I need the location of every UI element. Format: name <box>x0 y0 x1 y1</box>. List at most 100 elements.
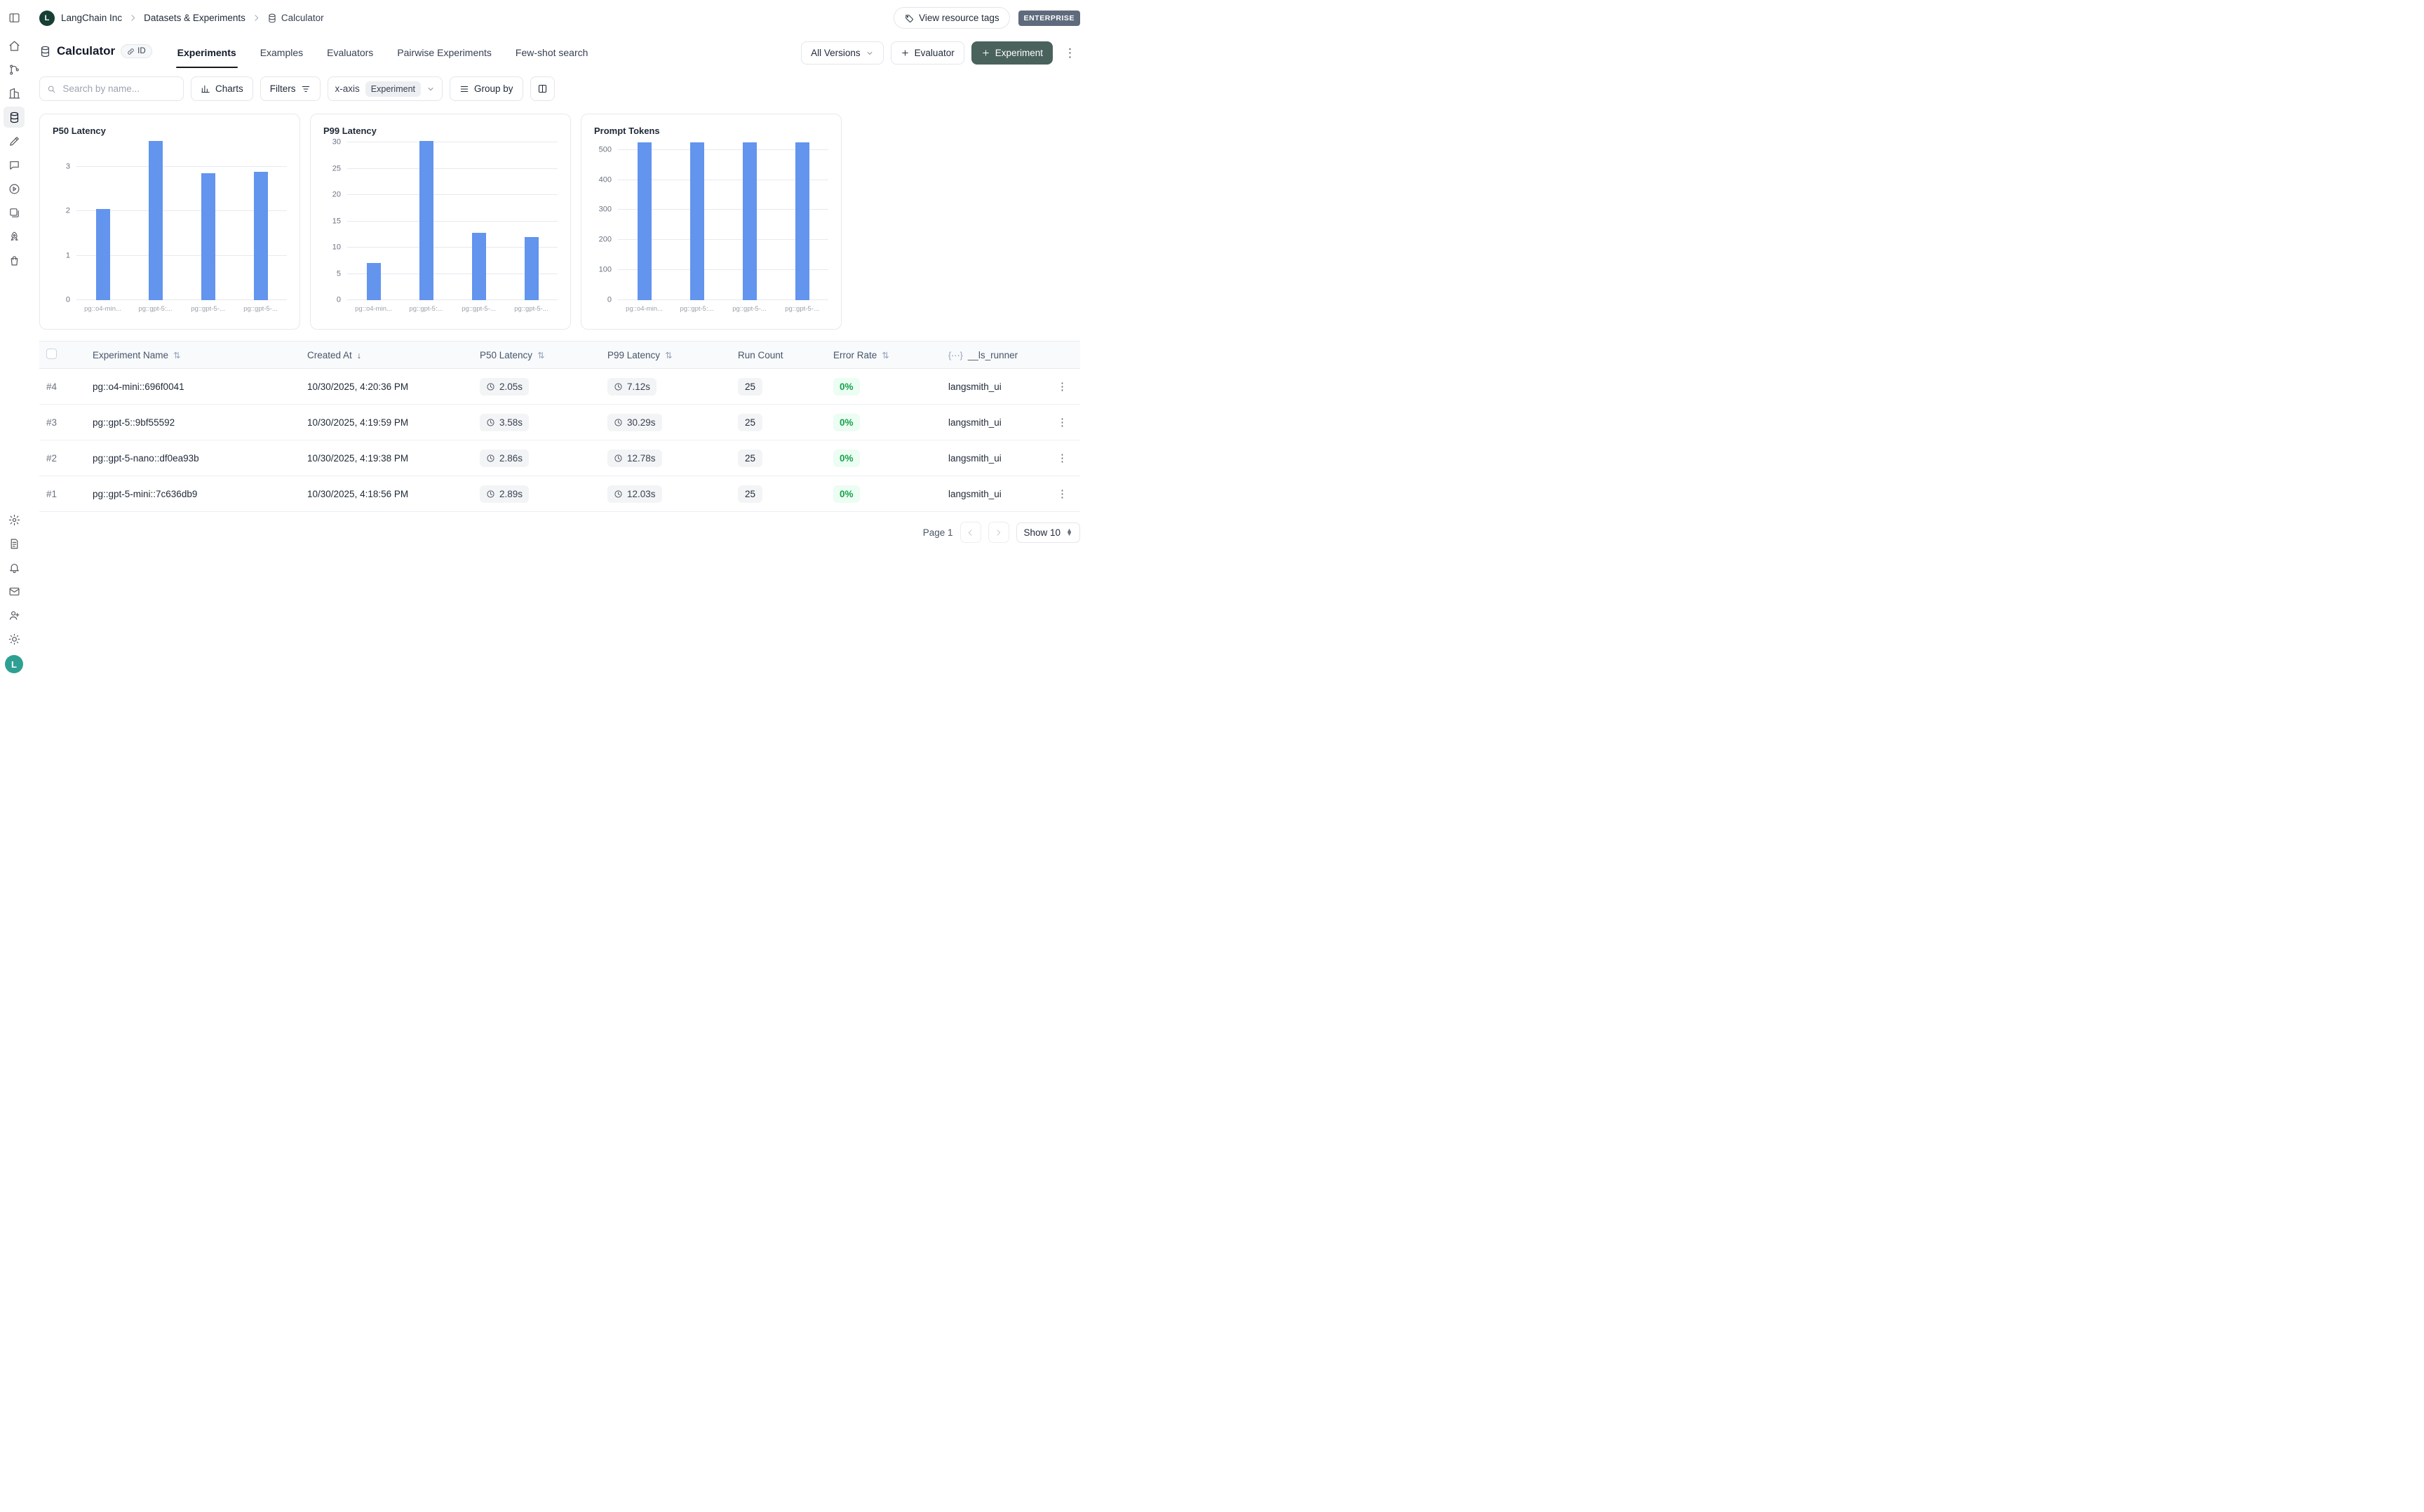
sort-icon[interactable]: ⇅ <box>882 351 889 360</box>
col-p99-latency[interactable]: P99 Latency⇅ <box>600 342 731 369</box>
add-experiment-button[interactable]: Experiment <box>971 41 1053 65</box>
runner-value: langsmith_ui <box>948 489 1002 499</box>
chart-card: P99 Latency 051015202530 pg::o4-min...pg… <box>310 114 571 330</box>
col-experiment-name[interactable]: Experiment Name⇅ <box>86 342 300 369</box>
x-tick-label: pg::o4-min... <box>347 300 400 316</box>
datasets-icon[interactable] <box>4 107 25 128</box>
select-all-checkbox[interactable] <box>46 349 57 359</box>
versions-dropdown[interactable]: All Versions <box>801 41 884 65</box>
row-menu-button[interactable]: ⋮ <box>1051 413 1073 431</box>
sort-icon[interactable]: ⇅ <box>173 351 180 360</box>
row-number: #4 <box>46 382 57 392</box>
col-ls-runner[interactable]: {⋯}__ls_runner <box>941 342 1044 369</box>
charts-button[interactable]: Charts <box>191 76 253 101</box>
sort-desc-icon[interactable]: ↓ <box>357 351 361 360</box>
chart-bar[interactable] <box>367 263 381 300</box>
table-row[interactable]: #2pg::gpt-5-nano::df0ea93b10/30/2025, 4:… <box>39 440 1080 476</box>
tracing-projects-icon[interactable] <box>4 59 25 80</box>
notifications-icon[interactable] <box>4 557 25 578</box>
row-menu-button[interactable]: ⋮ <box>1051 449 1073 467</box>
chart-bar[interactable] <box>254 172 268 300</box>
created-at-value: 10/30/2025, 4:18:56 PM <box>307 489 408 499</box>
playground-icon[interactable] <box>4 178 25 199</box>
row-menu-button[interactable]: ⋮ <box>1051 485 1073 503</box>
docs-icon[interactable] <box>4 533 25 554</box>
chart-y-axis: 051015202530 <box>323 140 347 300</box>
col-run-count[interactable]: Run Count <box>731 342 826 369</box>
col-created-at[interactable]: Created At↓ <box>300 342 473 369</box>
row-menu-button[interactable]: ⋮ <box>1051 377 1073 396</box>
breadcrumb-page[interactable]: Calculator <box>267 13 324 23</box>
tab-evaluators[interactable]: Evaluators <box>325 39 375 68</box>
experiment-name-link[interactable]: pg::o4-mini::696f0041 <box>93 382 184 392</box>
chart-bar[interactable] <box>743 142 757 300</box>
view-resource-tags-button[interactable]: View resource tags <box>894 7 1010 29</box>
x-tick-label: pg::o4-min... <box>76 300 129 316</box>
y-tick-label: 0 <box>337 297 341 304</box>
annotation-queues-icon[interactable] <box>4 130 25 151</box>
x-tick-label: pg::o4-min... <box>618 300 671 316</box>
marketplace-icon[interactable] <box>4 250 25 271</box>
chart-x-axis: pg::o4-min...pg::gpt-5:...pg::gpt-5-...p… <box>347 300 558 316</box>
chart-bar[interactable] <box>419 141 433 300</box>
col-error-rate[interactable]: Error Rate⇅ <box>826 342 941 369</box>
experiment-name-link[interactable]: pg::gpt-5-nano::df0ea93b <box>93 453 199 464</box>
home-icon[interactable] <box>4 35 25 56</box>
chart-bar[interactable] <box>525 237 539 300</box>
tab-examples[interactable]: Examples <box>259 39 304 68</box>
xaxis-selector[interactable]: x-axis Experiment <box>328 76 443 101</box>
title-group: Calculator ID <box>39 39 152 58</box>
table-row[interactable]: #3pg::gpt-5::9bf5559210/30/2025, 4:19:59… <box>39 405 1080 440</box>
chart-plot-area <box>347 140 558 300</box>
sort-icon[interactable]: ⇅ <box>665 351 672 360</box>
p50-latency-value: 2.05s <box>480 378 529 396</box>
plus-icon <box>901 48 910 58</box>
invite-user-icon[interactable] <box>4 605 25 626</box>
more-options-button[interactable]: ⋮ <box>1060 43 1080 63</box>
tab-few-shot-search[interactable]: Few-shot search <box>514 39 589 68</box>
table-row[interactable]: #4pg::o4-mini::696f004110/30/2025, 4:20:… <box>39 369 1080 405</box>
breadcrumb-section[interactable]: Datasets & Experiments <box>144 13 245 23</box>
breadcrumb-org[interactable]: LangChain Inc <box>61 13 122 23</box>
col-p50-latency[interactable]: P50 Latency⇅ <box>473 342 600 369</box>
chart-bar[interactable] <box>96 209 110 300</box>
experiment-name-link[interactable]: pg::gpt-5::9bf55592 <box>93 417 175 428</box>
sort-icon[interactable]: ⇅ <box>537 351 544 360</box>
settings-icon[interactable] <box>4 509 25 530</box>
chart-bar[interactable] <box>638 142 652 300</box>
chart-bar[interactable] <box>472 233 486 300</box>
sidebar: L <box>0 0 28 680</box>
theme-toggle-icon[interactable] <box>4 628 25 649</box>
search-input[interactable] <box>61 83 176 95</box>
group-by-button[interactable]: Group by <box>450 76 523 101</box>
chart-bar[interactable] <box>690 142 704 300</box>
filters-button[interactable]: Filters <box>260 76 321 101</box>
prompts-icon[interactable] <box>4 154 25 175</box>
tab-pairwise-experiments[interactable]: Pairwise Experiments <box>396 39 493 68</box>
x-tick-label: pg::gpt-5-... <box>452 300 505 316</box>
user-avatar[interactable]: L <box>5 655 23 673</box>
prev-page-button[interactable] <box>960 522 981 543</box>
id-badge[interactable]: ID <box>121 44 152 58</box>
sidebar-toggle-icon[interactable] <box>4 7 25 28</box>
columns-button[interactable] <box>530 76 555 101</box>
experiment-name-link[interactable]: pg::gpt-5-mini::7c636db9 <box>93 489 197 499</box>
run-count-value: 25 <box>738 378 762 396</box>
chart-bar[interactable] <box>149 141 163 300</box>
runner-value: langsmith_ui <box>948 453 1002 464</box>
chart-plot-area <box>76 140 287 300</box>
chart-bar[interactable] <box>795 142 809 300</box>
deployments-icon[interactable] <box>4 226 25 247</box>
tab-experiments[interactable]: Experiments <box>176 39 238 68</box>
bar-slot <box>347 140 400 300</box>
p99-latency-value: 7.12s <box>607 378 656 396</box>
add-evaluator-button[interactable]: Evaluator <box>891 41 964 65</box>
y-tick-label: 3 <box>66 163 70 171</box>
next-page-button[interactable] <box>988 522 1009 543</box>
chart-bar[interactable] <box>201 173 215 300</box>
inbox-icon[interactable] <box>4 581 25 602</box>
evaluations-icon[interactable] <box>4 202 25 223</box>
dashboards-icon[interactable] <box>4 83 25 104</box>
page-size-select[interactable]: Show 10 ▲▼ <box>1016 522 1080 543</box>
table-row[interactable]: #1pg::gpt-5-mini::7c636db910/30/2025, 4:… <box>39 476 1080 512</box>
